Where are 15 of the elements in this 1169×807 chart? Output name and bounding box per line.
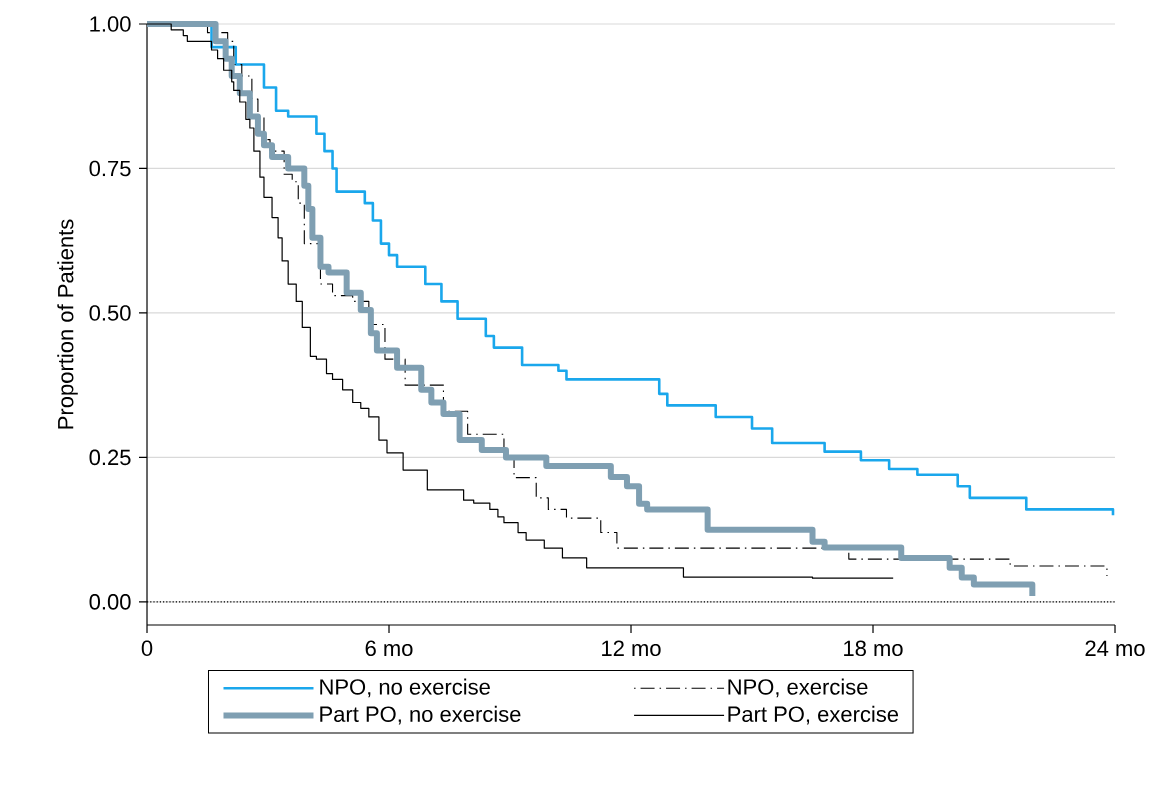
y-axis-title: Proportion of Patients	[57, 219, 78, 429]
y-tick-label: 0.25	[89, 449, 131, 466]
x-tick-label: 6 mo	[365, 640, 413, 657]
y-tick-label: 0.75	[89, 160, 131, 177]
y-tick-label: 0.50	[89, 305, 131, 321]
legend-label: NPO, exercise	[728, 678, 868, 698]
legend-label: NPO, no exercise	[320, 678, 490, 698]
y-tick-label: 0.00	[89, 594, 131, 610]
x-tick-label: 24 mo	[1085, 640, 1145, 657]
legend-label: Part PO, no exercise	[320, 705, 521, 725]
legend-label: Part PO, exercise	[728, 705, 899, 725]
y-tick-label: 1.00	[90, 16, 131, 32]
x-tick-label: 0	[141, 640, 153, 657]
x-tick-label: 18 mo	[844, 640, 903, 657]
x-tick-label: 12 mo	[602, 640, 661, 657]
